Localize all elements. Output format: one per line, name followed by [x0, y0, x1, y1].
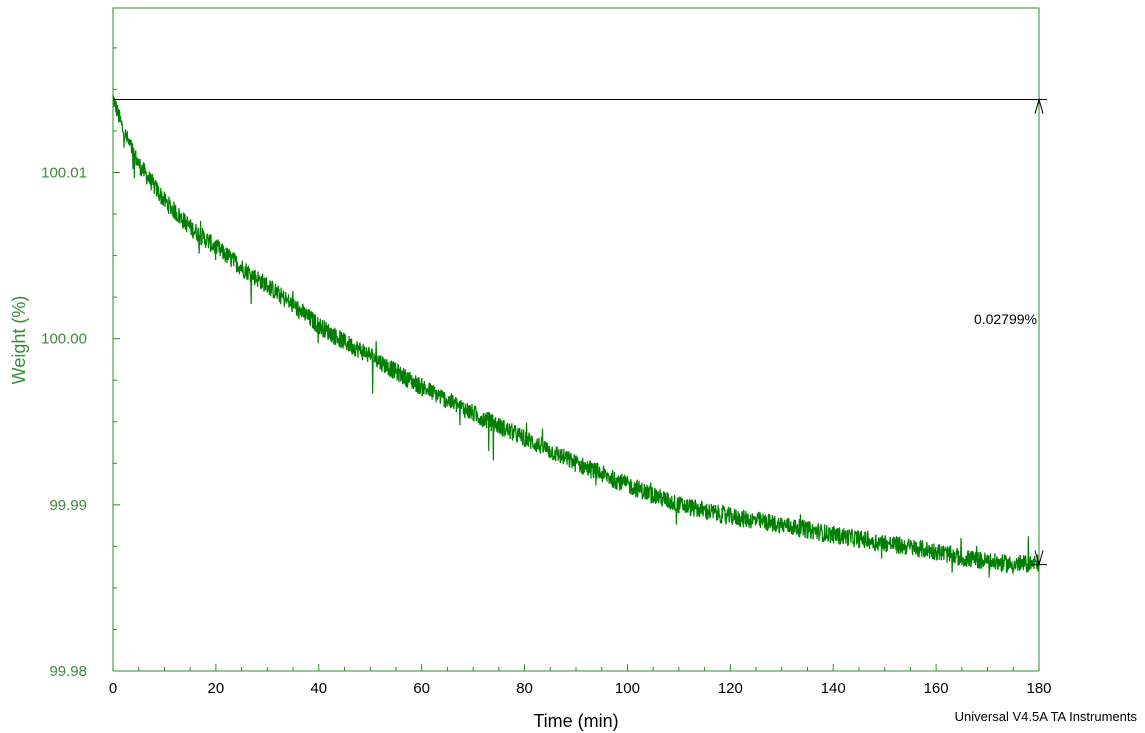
x-tick-label: 20	[208, 680, 225, 697]
y-axis-tick-labels: 99.98 99.99 100.00 100.01	[41, 165, 87, 680]
x-tick-label: 40	[310, 680, 327, 697]
x-tick-label: 60	[413, 680, 430, 697]
y-axis-title: Weight (%)	[9, 296, 29, 385]
weight-series-line	[112, 94, 1040, 578]
y-tick-label: 99.98	[49, 663, 87, 680]
software-footer: Universal V4.5A TA Instruments	[954, 709, 1137, 724]
x-tick-label: 160	[924, 680, 949, 697]
annotation-arrow-down-icon	[1034, 550, 1044, 567]
x-tick-label: 100	[615, 680, 640, 697]
annotation-label: 0.02799%	[974, 311, 1037, 327]
x-axis-tick-labels: 0 20 40 60 80 100 120 140 160 180	[109, 680, 1052, 697]
x-tick-label: 80	[516, 680, 533, 697]
x-tick-label: 140	[821, 680, 846, 697]
x-axis-ticks	[112, 664, 1040, 671]
y-tick-label: 99.99	[49, 497, 87, 514]
y-tick-label: 100.01	[41, 165, 87, 182]
x-axis-title: Time (min)	[533, 711, 618, 731]
x-tick-label: 180	[1026, 680, 1051, 697]
plot-frame	[112, 7, 1040, 672]
annotation-arrow-up-icon	[1034, 97, 1044, 114]
y-axis-ticks	[113, 47, 120, 672]
x-tick-label: 120	[718, 680, 743, 697]
x-tick-label: 0	[109, 680, 117, 697]
y-tick-label: 100.00	[41, 331, 87, 348]
